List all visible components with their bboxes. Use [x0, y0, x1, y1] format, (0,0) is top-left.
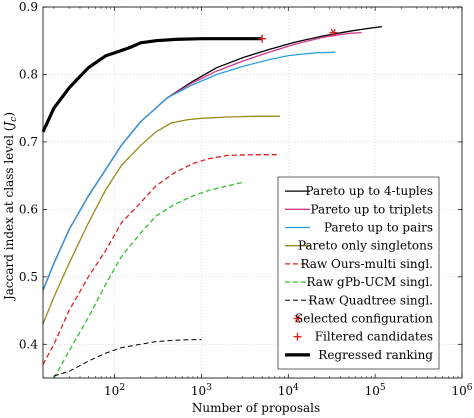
x-tick-label: 106 [451, 383, 472, 398]
legend-item-raw-ours-multi-singl: Raw Ours-multi singl. [285, 257, 433, 271]
legend-label: Regressed ranking [318, 348, 433, 362]
marker-selected-configuration [329, 28, 338, 37]
legend-label: Selected configuration [295, 312, 433, 326]
x-tick-label: 104 [278, 383, 299, 398]
plot-frame [42, 6, 463, 379]
legend-label: Filtered candidates [315, 330, 433, 344]
legend-item-pareto-up-to-4-tuples: Pareto up to 4-tuples [285, 184, 433, 198]
series-line-pareto-up-to-pairs [42, 51, 336, 291]
marker-layer [258, 28, 338, 43]
legend-item-raw-quadtree-singl: Raw Quadtree singl. [285, 293, 433, 307]
legend-item-pareto-up-to-pairs: Pareto up to pairs [285, 221, 433, 235]
legend-label: Pareto up to pairs [324, 221, 433, 235]
marker-stroke [330, 28, 336, 37]
svg-text:Jaccard index at class level (: Jaccard index at class level (Jc) [2, 112, 19, 302]
y-tick-label: 0.9 [19, 0, 38, 14]
legend-item-raw-gpb-ucm-singl: Raw gPb-UCM singl. [285, 275, 433, 289]
legend-swatch [293, 332, 302, 341]
y-axis-label: Jaccard index at class level (Jc) [2, 112, 19, 302]
x-tick-label: 102 [104, 383, 125, 398]
y-tick-label: 0.8 [19, 67, 38, 81]
legend-label: Raw Ours-multi singl. [300, 257, 433, 271]
legend-label: Pareto up to 4-tuples [306, 184, 434, 198]
series-line-raw-gpb-ucm-singl [53, 181, 244, 379]
legend-item-pareto-only-singletons: Pareto only singletons [285, 239, 433, 253]
legend-label: Raw gPb-UCM singl. [307, 275, 434, 289]
legend-label: Raw Quadtree singl. [308, 293, 433, 307]
legend-label: Pareto up to triplets [311, 202, 433, 216]
x-tick-label: 105 [365, 383, 386, 398]
series-line-pareto-only-singletons [42, 115, 280, 325]
x-axis-label: Number of proposals [192, 401, 320, 415]
marker-stroke [294, 314, 301, 323]
series-line-regressed-ranking [41, 37, 263, 133]
legend-item-filtered-candidates: Filtered candidates [293, 330, 433, 344]
y-tick-label: 0.4 [19, 337, 38, 351]
series-line-raw-ours-multi-singl [42, 154, 280, 365]
marker-filtered-candidates [258, 34, 267, 43]
legend-item-pareto-up-to-triplets: Pareto up to triplets [285, 202, 433, 216]
y-tick-label: 0.6 [19, 202, 38, 216]
legend: Pareto up to 4-tuples Pareto up to triple… [277, 176, 440, 370]
y-tick-label: 0.7 [19, 135, 38, 149]
legend-label: Pareto only singletons [298, 239, 433, 253]
legend-swatch [293, 314, 302, 323]
legend-item-regressed-ranking: Regressed ranking [285, 348, 433, 362]
series-line-raw-quadtree-singl [53, 339, 202, 377]
legend-item-selected-configuration: Selected configuration [293, 312, 433, 326]
x-tick-label: 103 [191, 383, 212, 398]
y-tick-label: 0.5 [19, 270, 38, 284]
